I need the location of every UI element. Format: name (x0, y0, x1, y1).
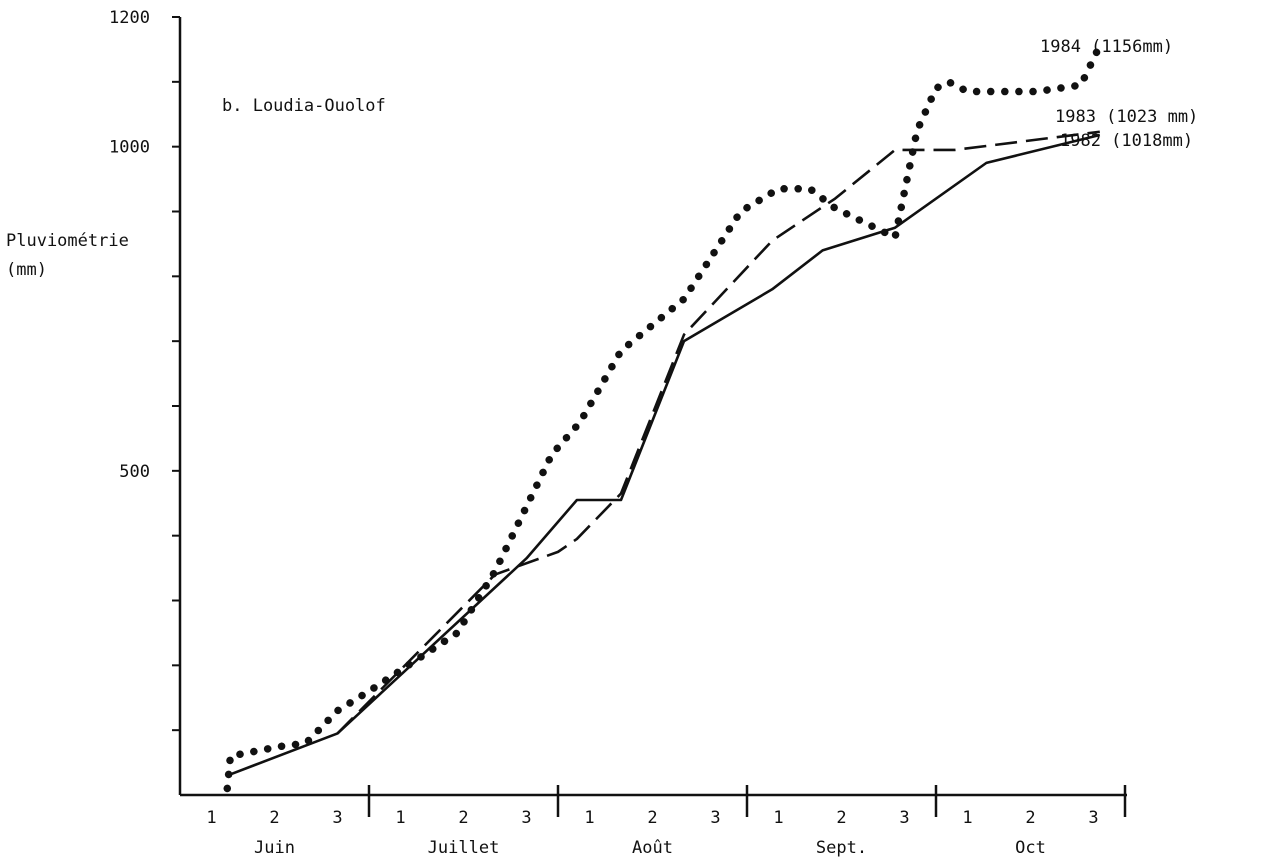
decade-label: 1 (773, 808, 783, 828)
chart-axes (178, 17, 1127, 797)
decade-label: 3 (332, 808, 342, 828)
decade-label: 3 (710, 808, 720, 828)
decade-label: 1 (962, 808, 972, 828)
month-label: Juin (254, 838, 295, 858)
decade-label: 3 (899, 808, 909, 828)
series-label-1982: 1982 (1018mm) (1060, 131, 1193, 151)
decade-label: 2 (1025, 808, 1035, 828)
series-line-1982 (226, 133, 1101, 777)
series-line-1984 (223, 41, 1104, 793)
axis-ticks: 1200 1000 500 1 2 3 Juin 1 2 3 Juillet 1 2 3 Août 1 2 3 Se… (109, 8, 1127, 858)
series-label-1984: 1984 (1156mm) (1040, 37, 1173, 57)
decade-label: 3 (521, 808, 531, 828)
series-label-1983: 1983 (1023 mm) (1055, 107, 1198, 127)
y-tick-label: 1200 (109, 8, 150, 28)
chart-title: b. Loudia-Ouolof (222, 96, 386, 116)
month-label: Sept. (816, 838, 867, 858)
y-axis-unit: (mm) (6, 260, 47, 280)
month-label: Oct (1015, 838, 1046, 858)
decade-label: 2 (458, 808, 468, 828)
decade-label: 2 (269, 808, 279, 828)
decade-label: 1 (206, 808, 216, 828)
decade-label: 1 (584, 808, 594, 828)
month-label: Juillet (428, 838, 500, 858)
month-label: Août (632, 838, 673, 858)
decade-label: 2 (836, 808, 846, 828)
y-tick-label: 500 (119, 462, 150, 482)
series-layer (223, 41, 1104, 793)
y-axis-label: Pluviométrie (6, 231, 129, 251)
series-line-1983 (336, 130, 1100, 735)
decade-label: 2 (647, 808, 657, 828)
decade-label: 1 (395, 808, 405, 828)
decade-label: 3 (1088, 808, 1098, 828)
y-tick-label: 1000 (109, 138, 150, 158)
